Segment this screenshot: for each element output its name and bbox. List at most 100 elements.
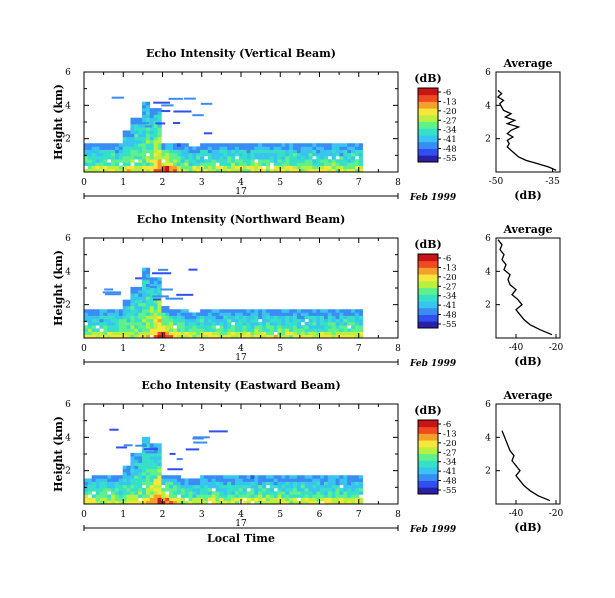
heatmap-cell	[304, 500, 309, 505]
heatmap-cell	[308, 322, 313, 326]
heatmap-cell	[254, 318, 259, 323]
heatmap-cell	[142, 117, 147, 122]
heatmap-cell	[203, 331, 209, 336]
heatmap-cell	[304, 334, 309, 339]
heatmap-cell	[188, 488, 193, 492]
heatmap-cell	[285, 328, 290, 332]
heatmap-cell	[103, 484, 108, 489]
heatmap-cell	[265, 488, 271, 492]
heatmap-cell	[289, 168, 294, 173]
heatmap-cell	[91, 494, 96, 498]
heatmap-cell	[192, 156, 197, 160]
echo-patch	[153, 101, 171, 104]
heatmap-cell	[246, 500, 251, 505]
heatmap-cell	[169, 328, 174, 332]
heatmap-cell	[242, 494, 247, 498]
heatmap-cell	[207, 146, 213, 150]
heatmap-cell	[234, 331, 240, 336]
heatmap-cell	[327, 309, 333, 313]
heatmap-cell	[103, 497, 108, 502]
heatmap-cell	[126, 149, 131, 154]
heatmap-cell	[289, 488, 294, 492]
heatmap-cell	[215, 484, 220, 489]
heatmap-cell	[300, 318, 305, 323]
heatmap-cell	[273, 497, 278, 502]
heatmap-cell	[173, 328, 178, 332]
heatmap-cell	[347, 156, 352, 160]
heatmap-cell	[227, 315, 232, 320]
heatmap-cell	[269, 478, 274, 482]
heatmap-cell	[320, 478, 325, 482]
x-tick-label: 5	[277, 178, 283, 188]
heatmap-cell	[130, 146, 135, 150]
heatmap-cell	[161, 328, 166, 332]
heatmap-cell	[308, 475, 313, 479]
heatmap-cell	[169, 149, 174, 154]
heatmap-cell	[157, 449, 162, 454]
heatmap-cell	[227, 494, 232, 498]
heatmap-cell	[327, 331, 333, 336]
heatmap-cell	[227, 312, 232, 316]
colorbar-tick-label: -13	[443, 97, 457, 107]
heatmap-cell	[184, 152, 189, 157]
heatmap-cell	[126, 140, 131, 144]
heatmap-cell	[258, 494, 263, 498]
heatmap-cell	[87, 322, 93, 326]
heatmap-cell	[145, 475, 151, 479]
heatmap-cell	[351, 494, 356, 498]
heatmap-cell	[354, 488, 360, 492]
heatmap-cell	[149, 500, 154, 505]
heatmap-cell	[242, 318, 247, 323]
heatmap-cell	[169, 488, 174, 492]
heatmap-cell	[231, 484, 236, 489]
heatmap-cell	[165, 318, 170, 323]
heatmap-cell	[192, 481, 197, 486]
heatmap-cell	[126, 143, 131, 147]
heatmap-cell	[203, 159, 209, 163]
heatmap-cell	[118, 334, 123, 339]
heatmap-cell	[320, 481, 325, 486]
heatmap-cell	[285, 475, 290, 479]
heatmap-cell	[130, 124, 135, 128]
heatmap-cell	[219, 143, 224, 147]
heatmap-cell	[223, 315, 228, 320]
heatmap-cell	[231, 500, 236, 505]
profile-y-tick-label: 4	[485, 101, 491, 111]
heatmap-cell	[122, 165, 127, 170]
heatmap-cell	[258, 149, 263, 154]
heatmap-cell	[87, 143, 93, 147]
colorbar-swatch	[418, 88, 438, 96]
heatmap-cell	[231, 165, 236, 170]
heatmap-cell	[138, 130, 143, 134]
heatmap-cell	[134, 325, 139, 329]
heatmap-cell	[215, 488, 220, 492]
heatmap-cell	[343, 331, 348, 336]
heatmap-cell	[161, 168, 166, 173]
y-tick-label: 2	[65, 135, 71, 145]
heatmap-cell	[223, 491, 228, 495]
x-tick-label: 6	[317, 510, 323, 520]
profile-frame	[495, 403, 561, 505]
heatmap-cell	[165, 306, 170, 310]
heatmap-cell	[165, 481, 170, 486]
heatmap-cell	[331, 322, 336, 326]
heatmap-cell	[176, 146, 182, 150]
heatmap-cell	[114, 494, 120, 498]
heatmap-cell	[203, 168, 209, 173]
heatmap-cell	[234, 481, 240, 486]
heatmap-cell	[265, 500, 271, 505]
heatmap-cell	[169, 152, 174, 157]
heatmap-cell	[331, 162, 336, 166]
heatmap-cell	[351, 497, 356, 502]
heatmap-cell	[308, 334, 313, 339]
heatmap-cell	[242, 165, 247, 170]
heatmap-cell	[130, 318, 135, 323]
heatmap-cell	[107, 334, 112, 339]
heatmap-cell	[347, 165, 352, 170]
heatmap-cell	[250, 309, 255, 313]
heatmap-cell	[316, 162, 321, 166]
heatmap-cell	[118, 143, 123, 147]
heatmap-cell	[142, 296, 147, 300]
heatmap-cell	[343, 143, 348, 147]
